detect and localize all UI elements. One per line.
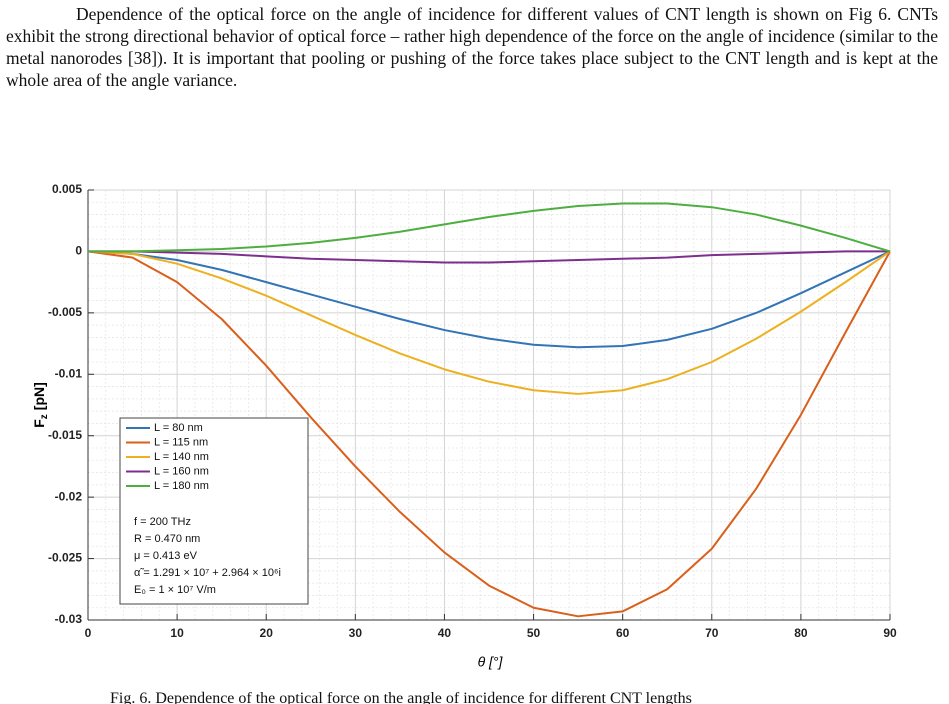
annotation: R = 0.470 nm [134, 533, 200, 545]
legend-label: L = 160 nm [154, 465, 209, 477]
legend-label: L = 180 nm [154, 480, 209, 492]
annotation: α̃ = 1.291 × 10⁷ + 2.964 × 10⁶i [134, 567, 281, 579]
y-label-sub: z [39, 414, 50, 419]
x-tick-label: 10 [170, 626, 184, 640]
y-tick-label: -0.005 [48, 305, 82, 319]
paragraph: Dependence of the optical force on the a… [6, 4, 938, 90]
y-tick-label: -0.015 [48, 428, 82, 442]
series-line [87, 250, 891, 349]
x-tick-label: 30 [349, 626, 363, 640]
x-tick-label: 40 [438, 626, 452, 640]
legend-box [119, 417, 309, 605]
y-tick-label: -0.03 [55, 612, 83, 626]
y-axis-label-group: Fz [pN] [31, 382, 50, 428]
x-tick-label: 0 [85, 626, 92, 640]
y-label-main: F [31, 419, 47, 428]
x-tick-label: 90 [883, 626, 897, 640]
y-tick-label: -0.02 [55, 489, 83, 503]
series-line [88, 202, 891, 253]
series-line [87, 250, 891, 618]
x-tick-label: 70 [705, 626, 719, 640]
annotation: E₀ = 1 × 10⁷ V/m [134, 584, 216, 596]
x-tick-label: 60 [616, 626, 630, 640]
annotation: μ = 0.413 eV [134, 550, 198, 562]
y-tick-label: -0.025 [48, 551, 82, 565]
series-line [88, 250, 890, 264]
x-axis-label: θ [°] [478, 654, 504, 670]
legend-label: L = 115 nm [154, 436, 208, 448]
x-tick-label: 20 [260, 626, 274, 640]
caption: Fig. 6. Dependence of the optical force … [110, 690, 692, 704]
y-label-unit: [pN] [31, 382, 47, 410]
x-tick-label: 50 [527, 626, 541, 640]
annotation: f = 200 THz [134, 516, 191, 528]
y-tick-label: 0.005 [52, 182, 82, 196]
legend-label: L = 140 nm [154, 451, 209, 463]
x-tick-label: 80 [794, 626, 808, 640]
y-axis-label: Fz [pN] [31, 382, 50, 428]
series-line [87, 250, 891, 395]
legend-label: L = 80 nm [154, 422, 203, 434]
y-tick-label: 0 [75, 244, 82, 258]
y-tick-label: -0.01 [55, 366, 83, 380]
